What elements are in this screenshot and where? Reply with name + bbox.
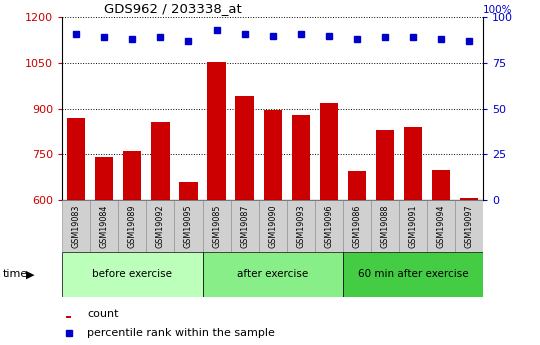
Text: GSM19084: GSM19084 — [100, 204, 109, 248]
FancyBboxPatch shape — [62, 252, 202, 297]
FancyBboxPatch shape — [231, 200, 259, 252]
FancyBboxPatch shape — [259, 200, 287, 252]
FancyBboxPatch shape — [202, 252, 343, 297]
Text: GSM19096: GSM19096 — [325, 204, 333, 248]
Bar — [123, 151, 141, 200]
Text: GSM19092: GSM19092 — [156, 204, 165, 248]
Text: 100%: 100% — [483, 6, 513, 16]
FancyBboxPatch shape — [202, 200, 231, 252]
FancyBboxPatch shape — [343, 200, 371, 252]
FancyBboxPatch shape — [343, 252, 483, 297]
Text: percentile rank within the sample: percentile rank within the sample — [87, 328, 275, 338]
Bar — [235, 97, 254, 200]
Text: after exercise: after exercise — [237, 269, 308, 279]
Bar — [67, 118, 85, 200]
Text: GSM19085: GSM19085 — [212, 204, 221, 248]
Bar — [432, 170, 450, 200]
FancyBboxPatch shape — [455, 200, 483, 252]
Bar — [179, 182, 198, 200]
Bar — [348, 171, 366, 200]
FancyBboxPatch shape — [118, 200, 146, 252]
Text: GSM19090: GSM19090 — [268, 204, 277, 248]
FancyBboxPatch shape — [427, 200, 455, 252]
Text: before exercise: before exercise — [92, 269, 172, 279]
FancyBboxPatch shape — [62, 200, 90, 252]
Text: GSM19087: GSM19087 — [240, 204, 249, 248]
Bar — [460, 198, 478, 200]
Bar — [207, 62, 226, 200]
Text: GSM19095: GSM19095 — [184, 204, 193, 248]
Bar — [151, 122, 170, 200]
Text: GSM19094: GSM19094 — [437, 204, 445, 248]
Text: GSM19086: GSM19086 — [353, 204, 361, 248]
FancyBboxPatch shape — [90, 200, 118, 252]
Text: GSM19097: GSM19097 — [465, 204, 474, 248]
Text: GSM19093: GSM19093 — [296, 204, 305, 248]
Bar — [95, 157, 113, 200]
Text: GSM19088: GSM19088 — [381, 204, 389, 248]
Text: 60 min after exercise: 60 min after exercise — [358, 269, 468, 279]
FancyBboxPatch shape — [315, 200, 343, 252]
Text: GDS962 / 203338_at: GDS962 / 203338_at — [104, 2, 242, 15]
FancyBboxPatch shape — [399, 200, 427, 252]
Bar — [404, 127, 422, 200]
Text: GSM19089: GSM19089 — [128, 204, 137, 248]
Bar — [292, 115, 310, 200]
FancyBboxPatch shape — [146, 200, 174, 252]
Text: GSM19083: GSM19083 — [72, 204, 80, 248]
Bar — [320, 102, 338, 200]
Text: count: count — [87, 309, 119, 318]
FancyBboxPatch shape — [371, 200, 399, 252]
Text: ▶: ▶ — [26, 269, 35, 279]
Text: time: time — [3, 269, 28, 279]
FancyBboxPatch shape — [287, 200, 315, 252]
Bar — [376, 130, 394, 200]
Text: GSM19091: GSM19091 — [409, 204, 417, 248]
Bar — [264, 110, 282, 200]
FancyBboxPatch shape — [174, 200, 202, 252]
Bar — [66, 316, 71, 318]
